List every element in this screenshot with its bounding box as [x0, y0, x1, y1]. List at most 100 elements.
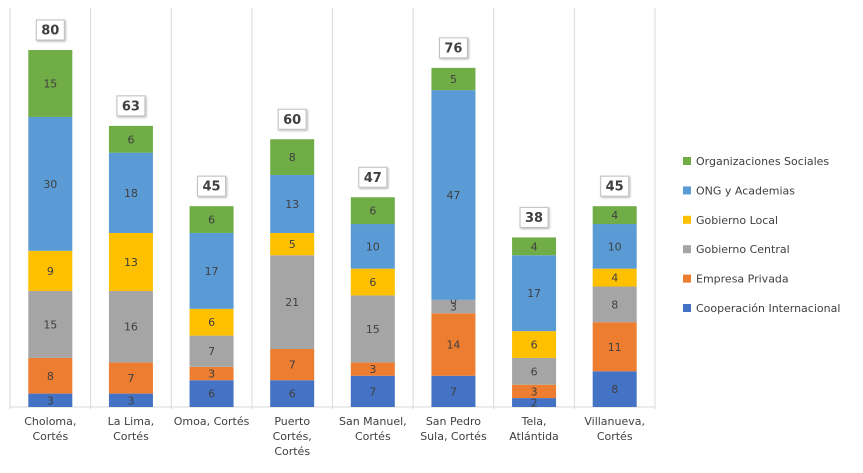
bar-segment — [270, 348, 315, 381]
segment-label: 6 — [531, 339, 538, 352]
segment-label: 11 — [608, 341, 622, 354]
bar-segment — [350, 295, 395, 363]
bar-segment — [189, 335, 234, 367]
segment-label: 13 — [124, 256, 138, 269]
bar-segment — [350, 197, 395, 225]
segment-label: 8 — [289, 151, 296, 164]
segment-label: 3 — [450, 301, 457, 314]
segment-label: 3 — [127, 394, 134, 407]
bar-segment — [28, 290, 73, 358]
legend-label: Organizaciones Sociales — [696, 155, 829, 168]
bar-segment — [108, 152, 153, 233]
segment-label: 3 — [369, 363, 376, 376]
segment-label: 13 — [285, 198, 299, 211]
bar-segment — [592, 286, 637, 323]
segment-label: 16 — [124, 321, 138, 334]
segment-label: 5 — [450, 73, 457, 86]
total-label: 80 — [41, 24, 59, 39]
bar-segment — [28, 250, 73, 291]
bar-segment — [592, 322, 637, 372]
segment-label: 2 — [531, 397, 538, 410]
total-label: 63 — [122, 99, 140, 114]
legend-swatch — [683, 245, 691, 254]
segment-label: 17 — [205, 265, 219, 278]
segment-label: 3 — [531, 385, 538, 398]
bar-segment — [592, 224, 637, 269]
legend-label: Cooperación Internacional — [696, 302, 840, 315]
segment-label: 3 — [208, 368, 215, 381]
segment-label: 4 — [531, 240, 538, 253]
segment-label: 0 — [450, 294, 457, 307]
segment-label: 6 — [531, 365, 538, 378]
segment-label: 47 — [446, 189, 460, 202]
segment-label: 21 — [285, 296, 299, 309]
total-box — [519, 206, 549, 228]
segment-label: 30 — [43, 178, 57, 191]
bar-segment — [270, 174, 315, 233]
segment-label: 7 — [289, 359, 296, 372]
bar-segment — [512, 237, 557, 256]
segment-label: 15 — [43, 77, 57, 90]
bar-segment — [270, 380, 315, 407]
bar-segment — [512, 255, 557, 332]
x-tick-label: San Pedro Sula, Cortés — [420, 415, 487, 443]
bar-segment — [350, 268, 395, 296]
segment-label: 7 — [450, 385, 457, 398]
segment-label: 8 — [611, 383, 618, 396]
bar-segment — [189, 366, 234, 381]
legend-swatch — [683, 274, 691, 283]
segment-label: 6 — [208, 388, 215, 401]
legend-label: Gobierno Central — [696, 243, 790, 256]
x-tick-label: Villanueva, Cortés — [584, 415, 646, 443]
segment-label: 6 — [208, 316, 215, 329]
legend-label: Gobierno Local — [696, 214, 778, 227]
bar-segment — [108, 290, 153, 363]
bar-segment — [350, 362, 395, 376]
segment-label: 18 — [124, 187, 138, 200]
total-label: 38 — [525, 211, 543, 226]
segment-label: 6 — [289, 388, 296, 401]
x-tick-label: San Manuel, Cortés — [338, 415, 407, 443]
legend-swatch — [683, 215, 691, 224]
legend-swatch — [683, 304, 691, 312]
total-box — [600, 175, 630, 197]
x-tick-label: Puerto Cortés, Cortés — [272, 415, 312, 458]
bar-segment — [108, 232, 153, 291]
segment-label: 8 — [611, 298, 618, 311]
x-tick-label: Choloma, Cortés — [24, 415, 77, 443]
bar-segment — [592, 206, 637, 225]
segment-label: 10 — [608, 240, 622, 253]
bar-segment — [350, 375, 395, 407]
segment-label: 5 — [289, 238, 296, 251]
total-box — [116, 95, 146, 117]
bar-segment — [270, 232, 315, 256]
bar-segment — [592, 268, 637, 287]
x-tick-label: Omoa, Cortés — [173, 415, 250, 428]
bar-segment — [512, 357, 557, 385]
bar-segment — [28, 393, 73, 407]
bar-segment — [431, 313, 476, 376]
total-label: 45 — [203, 180, 221, 195]
segment-label: 6 — [127, 133, 134, 146]
bar-segment — [108, 393, 153, 407]
bar-segment — [108, 362, 153, 394]
bar-segment — [350, 224, 395, 269]
bar-segment — [431, 67, 476, 91]
segment-label: 4 — [611, 272, 618, 285]
segment-label: 6 — [208, 214, 215, 227]
segment-label: 10 — [366, 240, 380, 253]
total-label: 60 — [283, 113, 301, 128]
bar-segment — [592, 371, 637, 407]
total-box — [277, 108, 307, 130]
segment-label: 4 — [611, 209, 618, 222]
segment-label: 9 — [47, 265, 54, 278]
total-box — [438, 37, 468, 59]
segment-label: 7 — [127, 372, 134, 385]
legend-label: ONG y Academias — [696, 184, 795, 197]
segment-label: 8 — [47, 370, 54, 383]
segment-label: 17 — [527, 287, 541, 300]
legend-swatch — [683, 157, 691, 165]
legend-label: Empresa Privada — [696, 273, 789, 286]
